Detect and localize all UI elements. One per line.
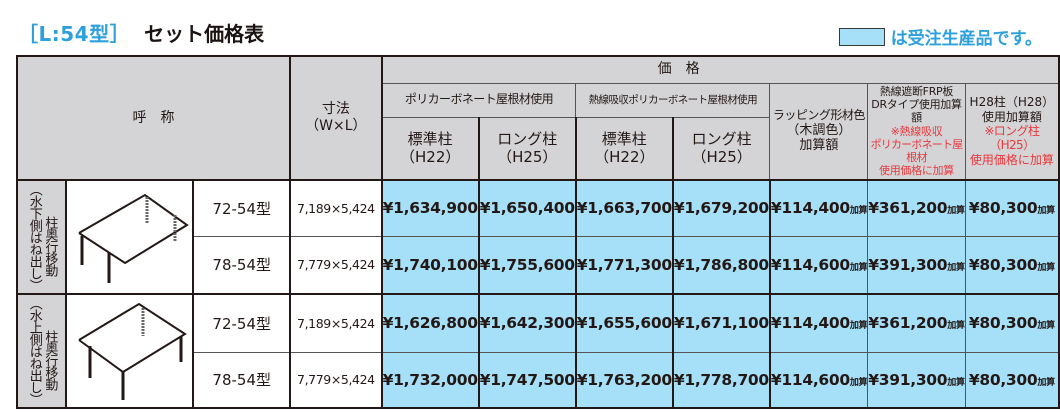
title-text: セット価格表: [144, 22, 265, 46]
table-row: 柱奥行移動 （水下側はね出し） 72-54型 7,189×5,424: [15, 179, 1060, 295]
price-table: 呼 称 寸法 （W×L） 価 格 ポリカーボネート屋根材使用 熱線吸収ポリカーボネ…: [15, 55, 1060, 409]
price-cell: ¥1,642,300: [477, 293, 577, 353]
made-to-order-swatch-icon: [838, 27, 885, 46]
table-row: 78-54型 7,779×5,424 ¥1,740,100 ¥1,755,600…: [17, 235, 1060, 295]
h28-addon-cell: ¥80,300加算: [964, 351, 1060, 409]
frp-addon-cell: ¥391,300加算: [867, 351, 966, 409]
header-name: 呼 称: [15, 55, 291, 181]
frp-addon-cell: ¥391,300加算: [867, 235, 966, 295]
header-size: 寸法 （W×L）: [289, 55, 383, 181]
header-standard-post-2: 標準柱 （H22）: [574, 116, 674, 181]
frp-addon-cell: ¥361,200加算: [867, 179, 966, 237]
type-cell: 72-54型: [192, 179, 291, 237]
carport-diagram-upslope: [65, 293, 194, 409]
wrapping-addon-cell: ¥114,600加算: [768, 235, 869, 295]
group-label-upslope: 柱奥行移動 （水上側はね出し）: [15, 293, 67, 409]
page-title: ［L:54型］ セット価格表: [18, 18, 264, 47]
carport-frame-icon: [78, 302, 188, 400]
price-cell: ¥1,771,300: [574, 235, 674, 295]
header-standard-post-1: 標準柱 （H22）: [380, 116, 480, 181]
size-cell: 7,189×5,424: [289, 179, 383, 237]
header-frp: 熱線遮断FRP板 DRタイプ使用加算額 ※熱線吸収 ポリカーボネート屋根材 使用…: [867, 82, 966, 181]
header-price: 価 格: [380, 55, 1060, 84]
group-label-downslope: 柱奥行移動 （水下側はね出し）: [15, 179, 67, 295]
size-cell: 7,779×5,424: [289, 351, 383, 409]
price-cell: ¥1,786,800: [671, 235, 771, 295]
price-cell: ¥1,679,200: [671, 179, 771, 237]
size-cell: 7,779×5,424: [289, 235, 383, 295]
legend: は受注生産品です。: [838, 24, 1042, 49]
header-long-post-1: ロング柱 （H25）: [477, 116, 577, 181]
carport-frame-icon: [78, 193, 190, 283]
price-cell: ¥1,671,100: [671, 293, 771, 353]
model-label: ［L:54型］: [18, 22, 131, 46]
price-cell: ¥1,740,100: [380, 235, 480, 295]
type-cell: 72-54型: [192, 293, 291, 353]
table-row: 78-54型 7,779×5,424 ¥1,732,000 ¥1,747,500…: [17, 351, 1060, 409]
header-group-polycarbonate: ポリカーボネート屋根材使用: [380, 82, 577, 118]
header-group-heat-absorbing: 熱線吸収ポリカーボネート屋根材使用: [575, 82, 771, 118]
header-wrapping: ラッピング形材色 （木調色） 加算額: [769, 82, 869, 181]
table-row: 柱奥行移動 （水上側はね出し） 72-54型 7,189×5,424: [15, 293, 1060, 409]
header-long-post-2: ロング柱 （H25）: [671, 116, 771, 181]
wrapping-addon-cell: ¥114,400加算: [768, 293, 869, 353]
price-cell: ¥1,626,800: [380, 293, 480, 353]
wrapping-addon-cell: ¥114,600加算: [768, 351, 869, 409]
price-cell: ¥1,634,900: [380, 179, 480, 237]
h28-addon-cell: ¥80,300加算: [964, 179, 1060, 237]
price-cell: ¥1,755,600: [477, 235, 577, 295]
price-cell: ¥1,763,200: [574, 351, 674, 409]
frp-addon-cell: ¥361,200加算: [867, 293, 966, 353]
price-cell: ¥1,732,000: [380, 351, 480, 409]
wrapping-addon-cell: ¥114,400加算: [768, 179, 869, 237]
carport-diagram-downslope: [65, 179, 194, 295]
price-cell: ¥1,650,400: [477, 179, 577, 237]
price-cell: ¥1,663,700: [574, 179, 674, 237]
size-cell: 7,189×5,424: [289, 293, 383, 353]
price-cell: ¥1,747,500: [477, 351, 577, 409]
h28-addon-cell: ¥80,300加算: [964, 235, 1060, 295]
type-cell: 78-54型: [192, 351, 291, 409]
type-cell: 78-54型: [192, 235, 291, 295]
h28-addon-cell: ¥80,300加算: [964, 293, 1060, 353]
legend-text: は受注生産品です。: [890, 29, 1042, 49]
price-cell: ¥1,655,600: [574, 293, 674, 353]
price-cell: ¥1,778,700: [671, 351, 771, 409]
header-h28: H28柱（H28） 使用加算額 ※ロング柱（H25） 使用価格に加算: [964, 82, 1060, 181]
